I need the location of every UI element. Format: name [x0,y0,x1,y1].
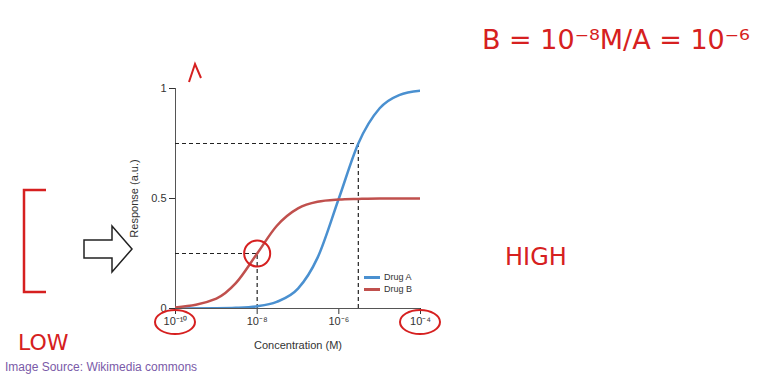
html-text:Image Source: Wikimedia common: Image Source: Wikimedia commons [5,360,198,374]
svg-text:10⁻¹⁰: 10⁻¹⁰ [164,315,188,327]
svg-text:10⁻⁴: 10⁻⁴ [410,315,431,327]
svg-text:Response (a.u.): Response (a.u.) [128,159,140,237]
html-text:B = 10⁻⁸M/A = 10⁻⁶: B = 10⁻⁸M/A = 10⁻⁶ [482,24,750,55]
svg-text:10⁻⁸: 10⁻⁸ [247,315,268,327]
svg-text:10⁻⁶: 10⁻⁶ [328,315,349,327]
html-text:LOW: LOW [18,330,69,355]
svg-text:Concentration (M): Concentration (M) [254,339,342,351]
html-text:Drug A: Drug A [384,272,412,282]
svg-text:1: 1 [160,82,166,94]
html-text:Drug B: Drug B [384,284,412,294]
svg-text:0: 0 [160,302,166,314]
svg-text:0.5: 0.5 [151,192,166,204]
html-text:HIGH: HIGH [505,243,567,271]
